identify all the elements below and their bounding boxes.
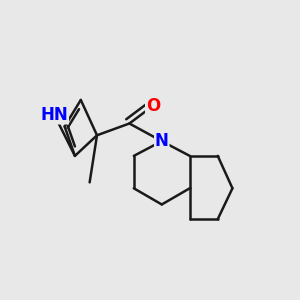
Text: O: O	[146, 97, 160, 115]
Text: N: N	[155, 132, 169, 150]
Text: HN: HN	[40, 106, 68, 124]
